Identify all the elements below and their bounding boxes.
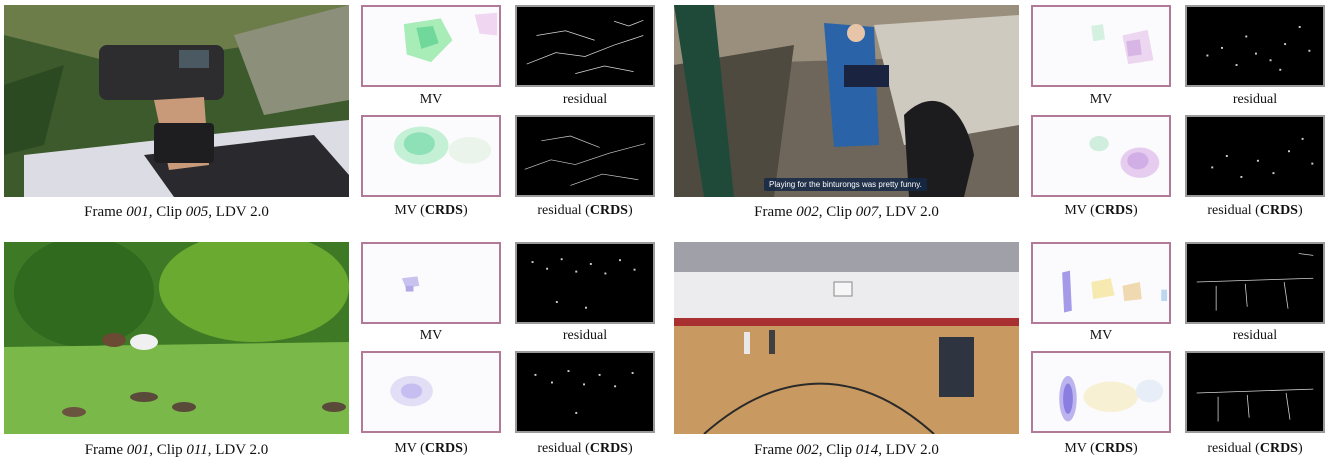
video-frame-image: Playing for the binturongs was pretty fu… (674, 5, 1019, 197)
video-frame-image (674, 242, 1019, 434)
residual-map-image (515, 242, 655, 324)
mv-map-image (1031, 242, 1171, 324)
video-subtitle: Playing for the binturongs was pretty fu… (764, 178, 927, 191)
mv-label: MV (1089, 328, 1113, 343)
mv-label: MV (419, 92, 443, 107)
residual-crds-label: residual (CRDS) (537, 441, 633, 456)
residual-crds-map-image (515, 351, 655, 433)
residual-label: residual (1232, 328, 1278, 343)
video-frame-image (4, 242, 349, 434)
figure-panel: Frame 001, Clip 011, LDV 2.0 MV residual (0, 238, 665, 463)
residual-crds-map-image (1185, 351, 1325, 433)
mv-crds-map-image (1031, 351, 1171, 433)
mv-label: MV (1089, 92, 1113, 107)
frame-caption: Frame 002, Clip 007, LDV 2.0 (754, 204, 939, 220)
residual-map-image (1185, 242, 1325, 324)
residual-crds-map-image (1185, 115, 1325, 197)
mv-crds-map-image (361, 115, 501, 197)
residual-crds-map-image (515, 115, 655, 197)
mv-map-image (361, 5, 501, 87)
mv-crds-label: MV (CRDS) (1064, 441, 1138, 456)
mv-crds-map-image (361, 351, 501, 433)
frame-caption: Frame 002, Clip 014, LDV 2.0 (754, 442, 939, 458)
figure-panel: Playing for the binturongs was pretty fu… (670, 0, 1335, 230)
figure-panel: Frame 001, Clip 005, LDV 2.0 MV residual (0, 0, 665, 230)
frame-caption: Frame 001, Clip 005, LDV 2.0 (84, 204, 269, 220)
mv-crds-map-image (1031, 115, 1171, 197)
residual-crds-label: residual (CRDS) (1207, 203, 1303, 218)
residual-map-image (515, 5, 655, 87)
residual-label: residual (562, 328, 608, 343)
mv-crds-label: MV (CRDS) (394, 441, 468, 456)
residual-crds-label: residual (CRDS) (1207, 441, 1303, 456)
residual-label: residual (562, 92, 608, 107)
video-frame-image (4, 5, 349, 197)
mv-map-image (361, 242, 501, 324)
frame-caption: Frame 001, Clip 011, LDV 2.0 (84, 442, 269, 458)
residual-label: residual (1232, 92, 1278, 107)
figure-panel: Frame 002, Clip 014, LDV 2.0 MV residual (670, 238, 1335, 463)
residual-map-image (1185, 5, 1325, 87)
mv-label: MV (419, 328, 443, 343)
mv-crds-label: MV (CRDS) (394, 203, 468, 218)
mv-crds-label: MV (CRDS) (1064, 203, 1138, 218)
residual-crds-label: residual (CRDS) (537, 203, 633, 218)
mv-map-image (1031, 5, 1171, 87)
